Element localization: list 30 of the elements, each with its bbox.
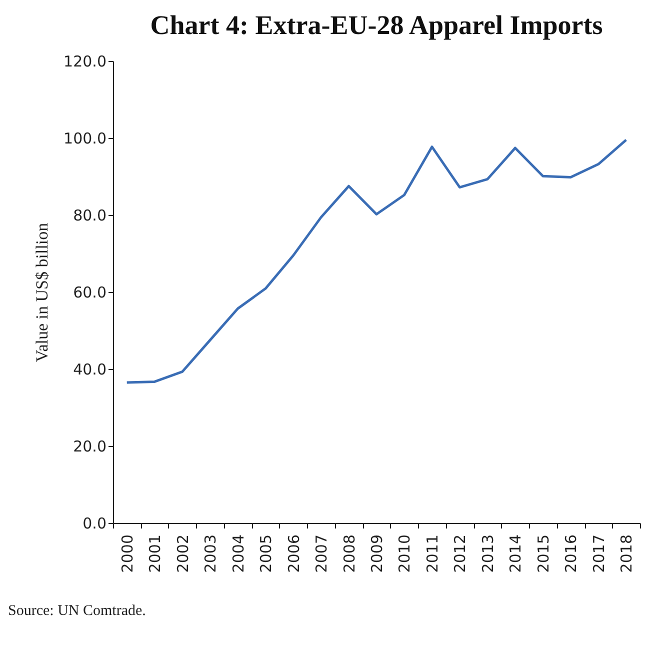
x-tick-label: 2002 [174, 534, 192, 573]
y-tick-label: 20.0 [73, 438, 106, 456]
x-tick-label: 2005 [257, 534, 276, 573]
x-tick-label: 2001 [146, 534, 164, 573]
x-tick-label: 2016 [562, 534, 580, 573]
line-series [126, 138, 628, 384]
y-axis-title: Value in US$ billion [32, 222, 52, 362]
y-tick-label: 80.0 [73, 206, 106, 224]
x-tick-label: 2012 [451, 534, 470, 573]
x-tick-label: 2017 [590, 534, 608, 573]
y-tick-label: 60.0 [73, 284, 106, 302]
x-tick-label: 2011 [423, 534, 442, 573]
x-tick-label: 2014 [506, 534, 525, 573]
y-tick-label: 120.0 [64, 52, 106, 70]
x-tick-label: 2015 [534, 534, 552, 573]
x-tick-label: 2018 [618, 534, 636, 573]
x-tick-label: 2003 [202, 534, 220, 573]
y-tick-label: 40.0 [73, 360, 106, 378]
source-note: Source: UN Comtrade. [8, 603, 146, 619]
x-tick-label: 2007 [312, 534, 331, 573]
x-tick-label: 2010 [396, 534, 414, 573]
x-tick-label: 2000 [118, 534, 136, 573]
x-tick-label: 2008 [340, 534, 358, 573]
y-tick-label: 0.0 [82, 514, 106, 532]
x-tick-label: 2009 [368, 534, 386, 573]
x-tick-label: 2013 [478, 534, 497, 573]
y-tick-label: 100.0 [64, 130, 106, 148]
x-tick-label: 2006 [284, 534, 303, 573]
chart-title: Chart 4: Extra-EU-28 Apparel Imports [150, 10, 603, 40]
x-tick-label: 2004 [229, 534, 248, 573]
